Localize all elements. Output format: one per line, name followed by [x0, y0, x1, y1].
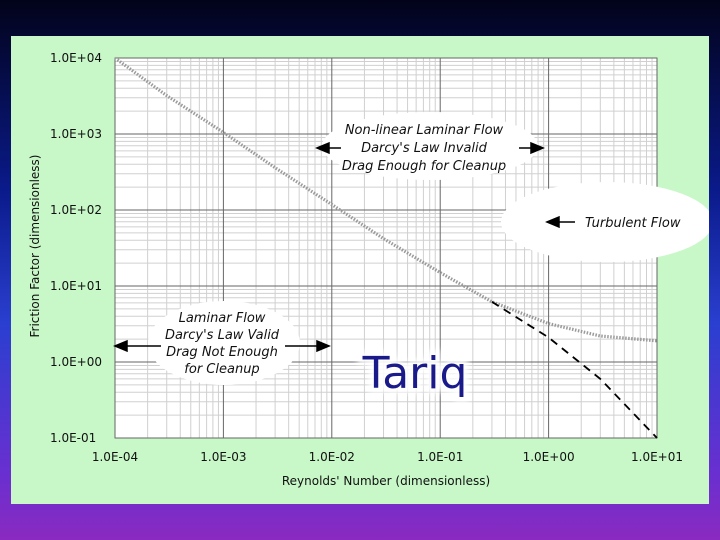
- friction-factor-chart: Non-linear Laminar Flow Darcy's Law Inva…: [28, 51, 709, 488]
- nonlinear-note-line-2: Darcy's Law Invalid: [361, 141, 488, 156]
- y-tick-label: 1.0E+03: [50, 127, 102, 141]
- x-tick-label: 1.0E-03: [200, 450, 246, 464]
- turbulent-note-text: Turbulent Flow: [585, 216, 681, 231]
- laminar-note-bubble: [148, 301, 300, 385]
- nonlinear-note-line-1: Non-linear Laminar Flow: [345, 123, 504, 138]
- laminar-note-line-4: for Cleanup: [184, 362, 259, 377]
- arrow-turbulent-head: [545, 215, 560, 229]
- watermark-text: Tariq: [362, 348, 468, 399]
- nonlinear-note-line-3: Drag Enough for Cleanup: [342, 159, 506, 174]
- laminar-note-line-3: Drag Not Enough: [166, 345, 278, 360]
- y-axis-label: Friction Factor (dimensionless): [28, 155, 42, 338]
- x-tick-label: 1.0E-04: [92, 450, 138, 464]
- laminar-note-line-1: Laminar Flow: [179, 311, 266, 326]
- nonlinear-note-bubble: [322, 112, 538, 180]
- tick-labels: 1.0E-04 1.0E-03 1.0E-02 1.0E-01 1.0E+00 1.0E+…: [50, 51, 683, 464]
- arrow-left-nonlinear-head: [315, 141, 330, 155]
- x-axis-label: Reynolds' Number (dimensionless): [282, 474, 490, 488]
- y-tick-label: 1.0E+02: [50, 203, 102, 217]
- series-line-0: [114, 56, 658, 343]
- turbulent-note-bubble: [501, 182, 709, 262]
- arrow-left-laminar-head: [113, 339, 128, 353]
- watermark-glow: Tariq: [362, 348, 468, 399]
- x-tick-label: 1.0E+01: [631, 450, 683, 464]
- x-tick-label: 1.0E+00: [523, 450, 575, 464]
- slide-panel: Non-linear Laminar Flow Darcy's Law Inva…: [11, 36, 709, 504]
- series-line-1: [491, 301, 658, 439]
- y-tick-label: 1.0E+04: [50, 51, 102, 65]
- x-tick-label: 1.0E-02: [309, 450, 355, 464]
- y-tick-label: 1.0E+01: [50, 279, 102, 293]
- y-tick-label: 1.0E-01: [50, 431, 96, 445]
- annotation-layer: Non-linear Laminar Flow Darcy's Law Inva…: [113, 112, 709, 385]
- arrow-right-laminar-head: [316, 339, 331, 353]
- arrow-right-nonlinear-head: [530, 141, 545, 155]
- laminar-note-line-2: Darcy's Law Valid: [165, 328, 280, 343]
- series-layer: [114, 56, 658, 439]
- watermark-group: Tariq Tariq: [357, 343, 473, 404]
- y-tick-label: 1.0E+00: [50, 355, 102, 369]
- x-tick-label: 1.0E-01: [417, 450, 463, 464]
